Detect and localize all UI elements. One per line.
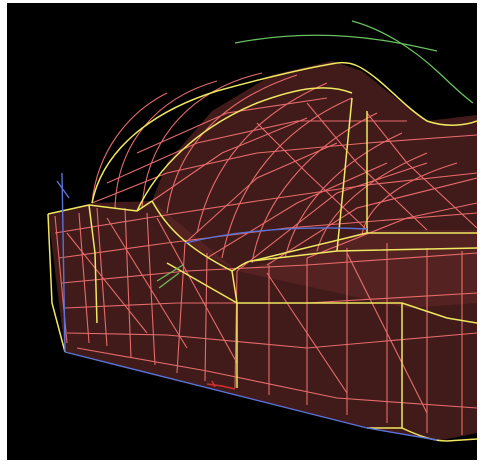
wireframe-model-render[interactable] [7, 3, 477, 460]
axis-edges-blue [56, 172, 438, 441]
origin-marker-icon [206, 380, 236, 390]
construction-curves-green [156, 20, 474, 289]
cad-3d-viewport[interactable] [7, 3, 477, 460]
model-outline-edges [47, 61, 477, 442]
